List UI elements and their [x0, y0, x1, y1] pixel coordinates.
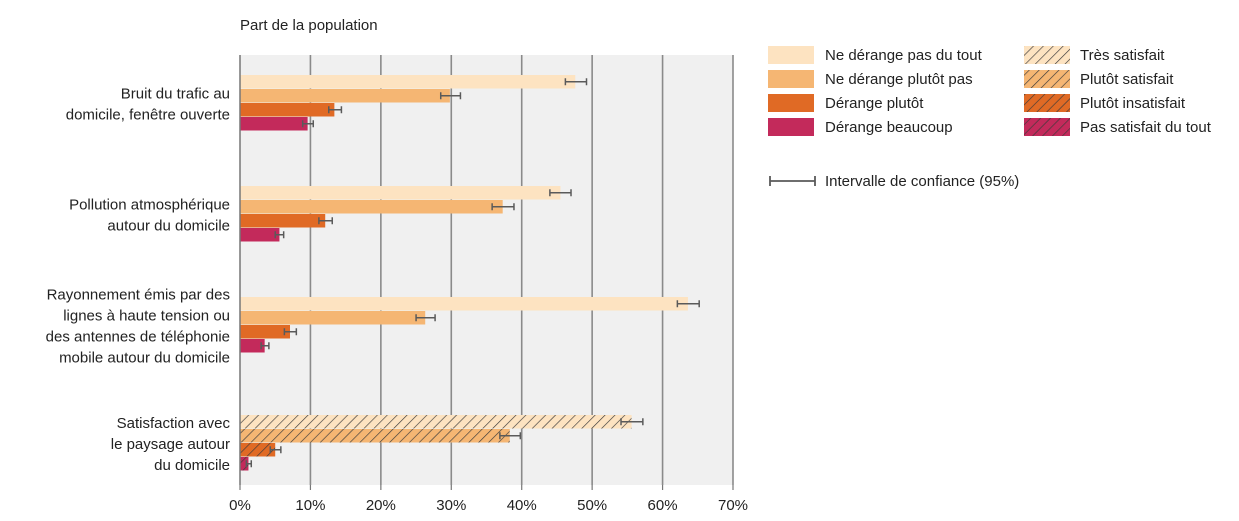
- x-axis-ticks: 0% 10% 20% 30% 40% 50% 60% 70%: [229, 485, 748, 514]
- category-label: mobile autour du domicile: [59, 350, 230, 367]
- x-tick-label: 70%: [718, 497, 748, 514]
- x-tick-label: 60%: [648, 497, 678, 514]
- bar: [240, 339, 265, 353]
- category-label: le paysage autour: [111, 436, 230, 453]
- legend-label: Plutôt satisfait: [1080, 71, 1174, 88]
- x-tick-label: 10%: [295, 497, 325, 514]
- category-label: Satisfaction avec: [117, 415, 231, 432]
- bar: [240, 214, 326, 228]
- legend-swatch: [1024, 46, 1070, 64]
- error-bars: [245, 78, 700, 468]
- bar: [240, 443, 276, 457]
- legend-swatch: [1024, 118, 1070, 136]
- legend-label: Très satisfait: [1080, 47, 1165, 64]
- legend-swatch: [1024, 94, 1070, 112]
- legend-label: Ne dérange pas du tout: [825, 47, 983, 64]
- x-tick-label: 40%: [507, 497, 537, 514]
- bar: [240, 200, 503, 214]
- category-label: Rayonnement émis par des: [47, 287, 230, 304]
- bar: [240, 311, 426, 325]
- x-tick-label: 50%: [577, 497, 607, 514]
- category-labels: Bruit du trafic au domicile, fenêtre ouve…: [46, 86, 231, 475]
- x-tick-label: 0%: [229, 497, 251, 514]
- chart-subtitle: Part de la population: [240, 17, 378, 34]
- bar: [240, 103, 335, 117]
- bar: [240, 228, 280, 242]
- category-label: Bruit du trafic au: [121, 86, 230, 103]
- bar: [240, 117, 308, 131]
- legend-swatch: [1024, 70, 1070, 88]
- bar: [240, 75, 576, 89]
- legend-swatch: [768, 118, 814, 136]
- bars: [240, 75, 688, 471]
- plot-area: [240, 55, 733, 485]
- category-label: Pollution atmosphérique: [69, 197, 230, 214]
- category-label: du domicile: [154, 457, 230, 474]
- category-label: lignes à haute tension ou: [63, 308, 230, 325]
- x-tick-label: 20%: [366, 497, 396, 514]
- legend-label: Plutôt insatisfait: [1080, 95, 1186, 112]
- bar: [240, 89, 450, 103]
- legend-label: Dérange plutôt: [825, 95, 924, 112]
- legend-swatch: [768, 94, 814, 112]
- legend-label: Ne dérange plutôt pas: [825, 71, 973, 88]
- bar: [240, 457, 249, 471]
- category-label: domicile, fenêtre ouverte: [66, 107, 230, 124]
- legend: Ne dérange pas du tout Ne dérange plutôt …: [768, 46, 1212, 190]
- ci-legend-label: Intervalle de confiance (95%): [825, 173, 1019, 190]
- bar: [240, 415, 632, 429]
- legend-label: Dérange beaucoup: [825, 119, 953, 136]
- legend-label: Pas satisfait du tout: [1080, 119, 1212, 136]
- bar: [240, 186, 561, 200]
- category-label: autour du domicile: [107, 218, 230, 235]
- legend-swatch: [768, 46, 814, 64]
- category-label: des antennes de téléphonie: [46, 329, 230, 346]
- bar: [240, 325, 291, 339]
- bar: [240, 297, 688, 311]
- legend-swatch: [768, 70, 814, 88]
- x-tick-label: 30%: [436, 497, 466, 514]
- gridlines: [309, 55, 734, 485]
- bar: [240, 429, 510, 443]
